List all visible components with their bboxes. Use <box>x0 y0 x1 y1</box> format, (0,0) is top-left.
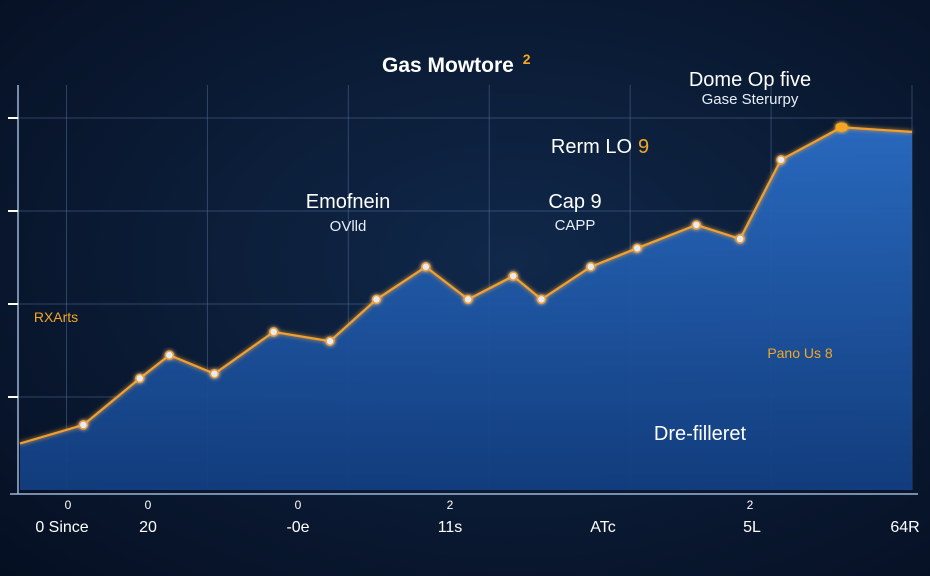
data-point <box>463 294 473 305</box>
annotation: Cap 9 CAPP <box>540 191 602 298</box>
x-tick-label: 11s <box>438 519 463 536</box>
data-points <box>78 122 848 430</box>
x-tick-mark-label: 0 <box>145 498 152 512</box>
annotation-label: Pano Us 8 <box>767 345 833 361</box>
annotation: Dre-filleret <box>654 423 747 445</box>
x-tick-label: ATc <box>590 519 615 536</box>
annotation-sublabel: Gase Sterurpy <box>702 91 799 108</box>
annotation-label: Dome Op five <box>689 69 811 91</box>
data-point <box>735 234 745 244</box>
annotation-label: Rerm LO 9 <box>551 136 649 158</box>
data-point <box>164 350 175 360</box>
annotation-label: Dre-filleret <box>654 423 747 445</box>
x-tick-label: 5L <box>743 519 761 536</box>
annotation-sublabel: CAPP <box>555 217 596 234</box>
annotation: RXArts <box>34 309 85 423</box>
annotation: Pano Us 8 <box>767 345 833 484</box>
x-tick-labels: 0 0 0 2 2 0 Since 20 -0e 11s ATc 5L 64R <box>35 498 919 536</box>
data-point <box>508 271 518 281</box>
x-tick-label: 64R <box>890 519 919 536</box>
data-point <box>632 243 642 253</box>
x-tick-label: -0e <box>286 519 309 536</box>
data-point <box>209 369 220 379</box>
annotation-label: Emofnein <box>306 191 391 213</box>
annotation-label: RXArts <box>34 309 78 325</box>
axes <box>8 85 918 495</box>
chart-title-text: Gas Mowtore <box>382 54 514 77</box>
data-point <box>421 262 431 272</box>
annotation-sublabel: OVlld <box>330 218 367 235</box>
chart-title: Gas Mowtore 2 <box>382 51 531 77</box>
chart-title-superscript: 2 <box>523 51 531 67</box>
data-point <box>135 373 145 384</box>
data-point <box>371 294 382 305</box>
x-tick-mark-label: 0 <box>295 498 302 512</box>
x-tick-mark-label: 2 <box>447 498 454 512</box>
annotation-label: Cap 9 <box>548 191 601 213</box>
annotation-label-suffix: 9 <box>638 136 649 158</box>
data-point <box>776 155 786 165</box>
annotation: Emofnein OVlld <box>306 191 391 340</box>
annotations: RXArts Emofnein OVlld Cap 9 CAPP Rerm LO 9 Dome… <box>34 69 833 484</box>
data-point <box>268 327 279 337</box>
x-tick-mark-label: 0 <box>65 498 72 512</box>
x-tick-mark-label: 2 <box>747 498 754 512</box>
x-tick-label: 0 Since <box>35 519 88 536</box>
x-tick-label: 20 <box>139 519 157 536</box>
annotation: Rerm LO 9 <box>551 136 649 265</box>
end-marker <box>835 123 848 132</box>
series-area <box>20 127 912 491</box>
